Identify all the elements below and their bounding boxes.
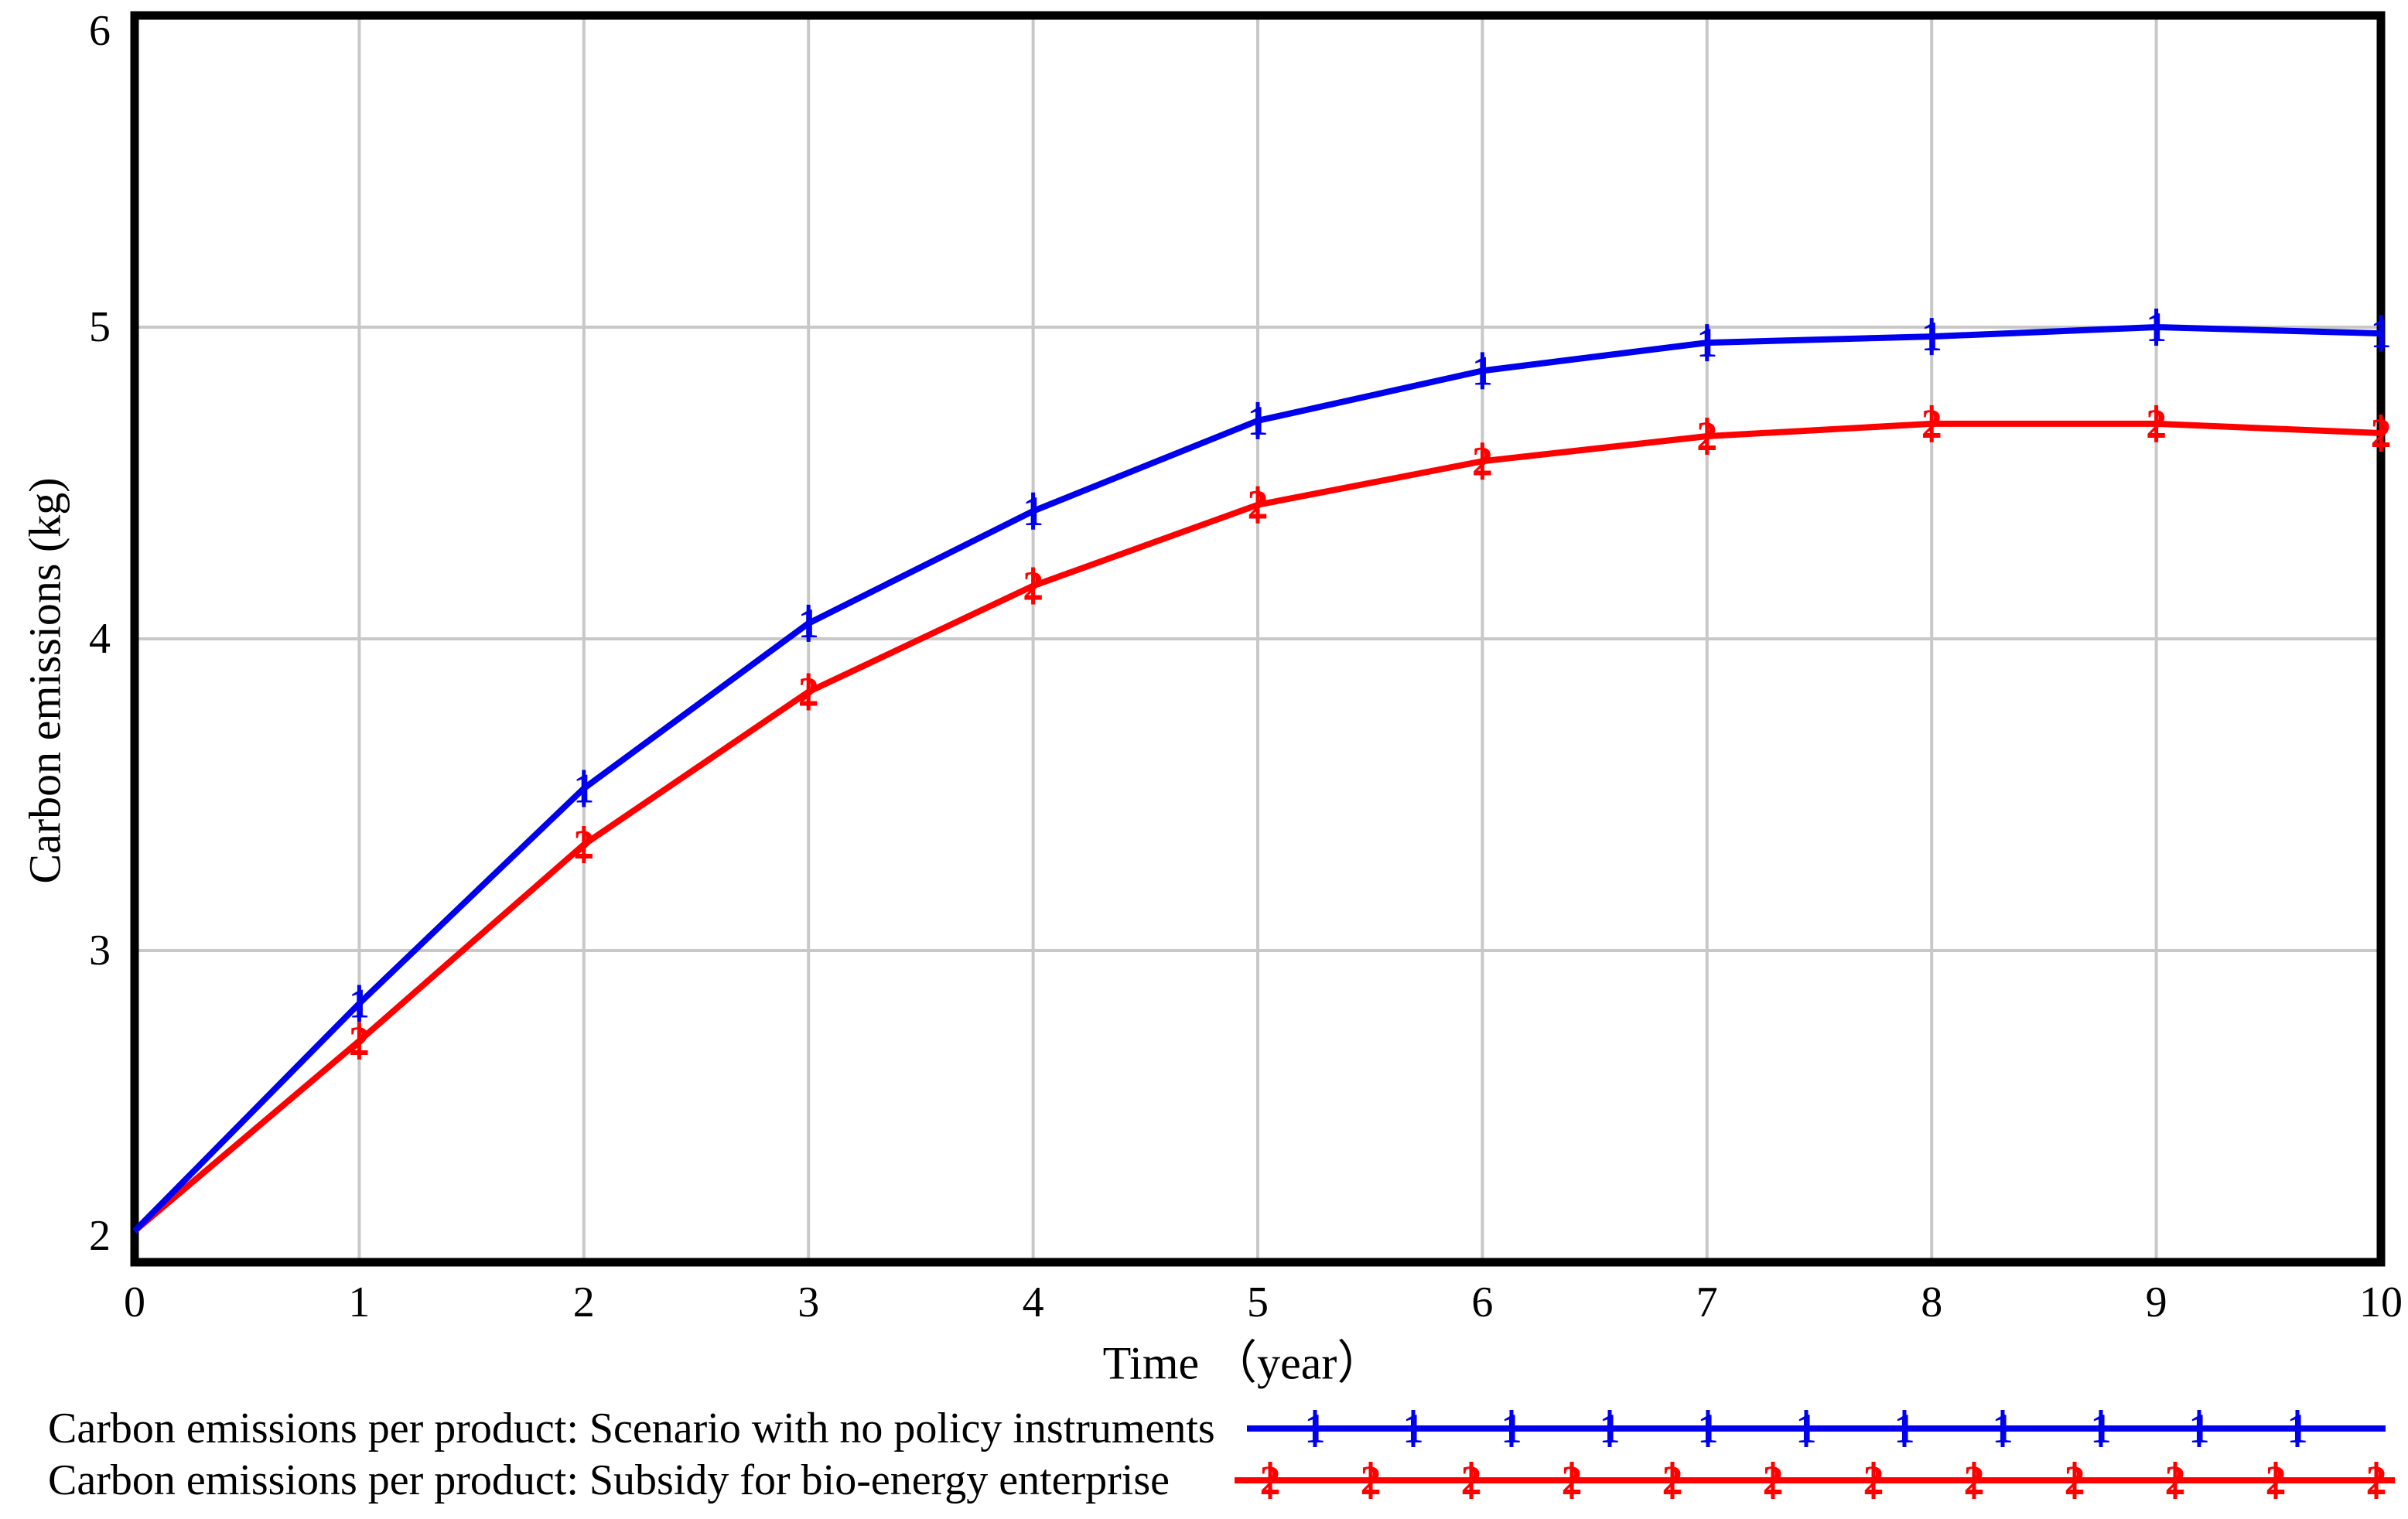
- series-1-marker: 1: [1501, 1405, 1522, 1452]
- y-tick-label: 5: [89, 303, 111, 351]
- x-tick-label: 6: [1471, 1278, 1494, 1326]
- series-2-marker: 2: [1662, 1457, 1683, 1504]
- series-2-marker: 2: [2146, 401, 2167, 447]
- y-axis-title: Carbon emissions (kg): [19, 477, 70, 884]
- series-2-marker: 2: [1461, 1457, 1482, 1504]
- series-1-marker: 1: [1894, 1405, 1915, 1452]
- series-1-marker: 1: [1600, 1405, 1621, 1452]
- y-tick-label: 4: [89, 615, 111, 663]
- y-tick-label: 3: [89, 927, 111, 975]
- series-2-marker: 2: [798, 669, 819, 715]
- series-1-marker: 1: [2189, 1405, 2210, 1452]
- x-tick-label: 5: [1247, 1278, 1269, 1326]
- x-axis-title: Time （year）: [1102, 1337, 1384, 1389]
- series-1-marker: 1: [798, 600, 819, 647]
- x-tick-label: 3: [798, 1278, 820, 1326]
- series-2-marker: 2: [1696, 413, 1717, 459]
- series-2-marker: 2: [1921, 401, 1942, 447]
- series-2-marker: 2: [1863, 1457, 1884, 1504]
- plot-border: [130, 11, 2386, 1267]
- series-1-marker: 1: [1403, 1405, 1424, 1452]
- x-tick-label: 2: [572, 1278, 595, 1326]
- series-1-marker: 1: [1796, 1405, 1817, 1452]
- series-2-marker: 2: [1562, 1457, 1583, 1504]
- series-2-marker: 2: [1023, 562, 1043, 609]
- series-1-marker: 1: [349, 981, 370, 1027]
- series-1-marker: 1: [1472, 347, 1493, 394]
- series-1-marker: 1: [1305, 1405, 1326, 1452]
- series-1-marker: 1: [1698, 1405, 1719, 1452]
- x-tick-label: 9: [2145, 1278, 2167, 1326]
- series-2-marker: 2: [2366, 1457, 2387, 1504]
- series-1-marker: 1: [2287, 1405, 2308, 1452]
- series-2-marker: 2: [1472, 438, 1493, 484]
- series-1-marker: 1: [1696, 319, 1717, 366]
- series-1-marker: 1: [2146, 304, 2167, 350]
- series-1-marker: 1: [1023, 488, 1043, 534]
- x-tick-label: 4: [1022, 1278, 1044, 1326]
- series-1-marker: 1: [573, 765, 594, 811]
- series-1-marker: 1: [2371, 310, 2392, 357]
- x-tick-label: 0: [124, 1278, 145, 1326]
- series-2-marker: 2: [2266, 1457, 2287, 1504]
- x-tick-label: 7: [1696, 1278, 1718, 1326]
- series-1-marker: 1: [1248, 398, 1269, 444]
- legend-entry-label: Carbon emissions per product: Scenario w…: [48, 1405, 1215, 1452]
- series-2-marker: 2: [1248, 482, 1269, 528]
- x-tick-label: 1: [348, 1278, 371, 1326]
- y-tick-label: 6: [89, 7, 111, 55]
- series-2-marker: 2: [1361, 1457, 1382, 1504]
- series-1-marker: 1: [2091, 1405, 2112, 1452]
- series-1-marker: 1: [1993, 1405, 2013, 1452]
- y-tick-label: 2: [89, 1212, 111, 1260]
- x-tick-label: 8: [1921, 1278, 1943, 1326]
- legend-entry-label: Carbon emissions per product: Subsidy fo…: [48, 1456, 1170, 1504]
- series-1-marker: 1: [1921, 313, 1942, 360]
- series-2-marker: 2: [2371, 410, 2392, 456]
- series-2-marker: 2: [573, 821, 594, 868]
- series-2-marker: 2: [2165, 1457, 2186, 1504]
- series-2-marker: 2: [1260, 1457, 1281, 1504]
- series-2-marker: 2: [1763, 1457, 1784, 1504]
- series-2-marker: 2: [2065, 1457, 2085, 1504]
- series-2-marker: 2: [349, 1018, 370, 1064]
- x-tick-label: 10: [2359, 1278, 2403, 1326]
- series-2-marker: 2: [1964, 1457, 1985, 1504]
